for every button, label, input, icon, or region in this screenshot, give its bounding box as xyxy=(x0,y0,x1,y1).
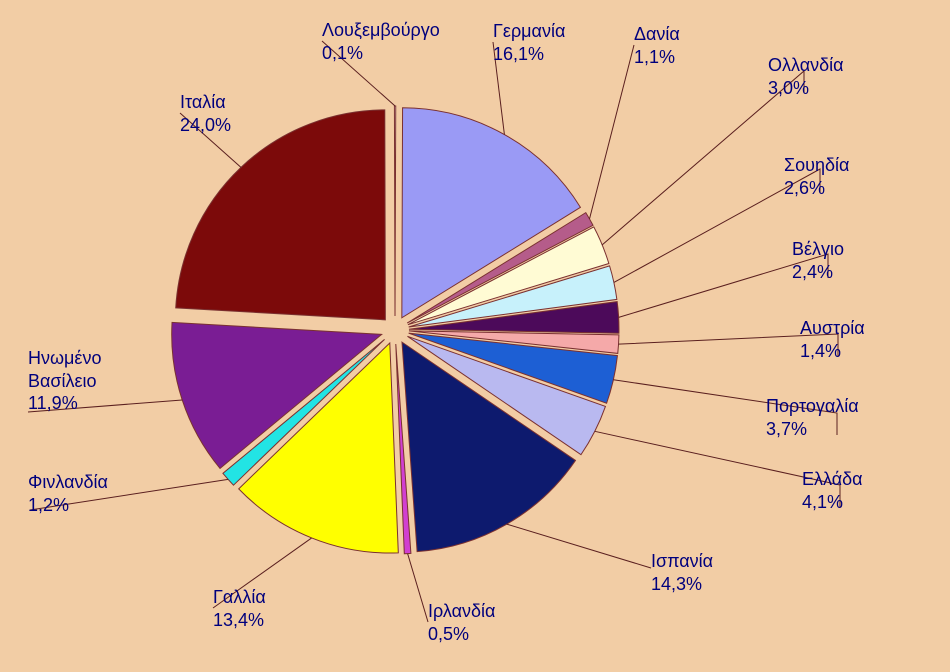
slice-label: Πορτογαλία 3,7% xyxy=(766,395,859,440)
slice-label: Αυστρία 1,4% xyxy=(800,317,865,362)
slice-label: Ιρλανδία 0,5% xyxy=(428,600,495,645)
slice-label: Δανία 1,1% xyxy=(634,23,680,68)
slice-label: Λουξεμβούργο 0,1% xyxy=(322,19,440,64)
leader-line xyxy=(507,524,651,568)
slice-label: Φινλανδία 1,2% xyxy=(28,471,108,516)
slice-label: Γερμανία 16,1% xyxy=(493,20,565,65)
leader-line xyxy=(408,554,428,622)
slice-label: Σουηδία 2,6% xyxy=(784,154,849,199)
pie-slice xyxy=(176,110,386,320)
slice-label: Ηνωμένο Βασίλειο 11,9% xyxy=(28,347,101,415)
slice-label: Ελλάδα 4,1% xyxy=(802,468,863,513)
slice-label: Γαλλία 13,4% xyxy=(213,586,266,631)
slice-label: Ολλανδία 3,0% xyxy=(768,54,844,99)
slice-label: Βέλγιο 2,4% xyxy=(792,238,844,283)
slice-label: Ισπανία 14,3% xyxy=(651,550,713,595)
pie-slice xyxy=(394,106,395,316)
leader-line xyxy=(589,45,634,219)
slice-label: Ιταλία 24,0% xyxy=(180,91,231,136)
